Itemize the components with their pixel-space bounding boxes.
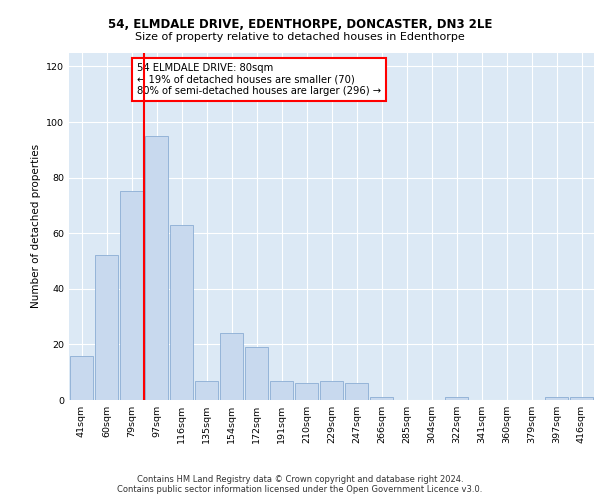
Y-axis label: Number of detached properties: Number of detached properties <box>31 144 41 308</box>
Bar <box>145 136 168 400</box>
Bar <box>170 225 193 400</box>
Bar <box>70 356 93 400</box>
Bar <box>120 192 143 400</box>
Bar <box>95 256 118 400</box>
Text: Contains public sector information licensed under the Open Government Licence v3: Contains public sector information licen… <box>118 485 482 494</box>
Bar <box>220 334 243 400</box>
Bar <box>245 347 268 400</box>
Bar <box>295 384 318 400</box>
Bar <box>320 380 343 400</box>
Text: Size of property relative to detached houses in Edenthorpe: Size of property relative to detached ho… <box>135 32 465 42</box>
Bar <box>345 384 368 400</box>
Bar <box>195 380 218 400</box>
Text: Contains HM Land Registry data © Crown copyright and database right 2024.: Contains HM Land Registry data © Crown c… <box>137 475 463 484</box>
Bar <box>570 397 593 400</box>
Text: 54, ELMDALE DRIVE, EDENTHORPE, DONCASTER, DN3 2LE: 54, ELMDALE DRIVE, EDENTHORPE, DONCASTER… <box>108 18 492 30</box>
Bar <box>545 397 568 400</box>
Bar <box>270 380 293 400</box>
Bar <box>445 397 468 400</box>
Text: 54 ELMDALE DRIVE: 80sqm
← 19% of detached houses are smaller (70)
80% of semi-de: 54 ELMDALE DRIVE: 80sqm ← 19% of detache… <box>137 63 382 96</box>
Bar <box>370 397 393 400</box>
